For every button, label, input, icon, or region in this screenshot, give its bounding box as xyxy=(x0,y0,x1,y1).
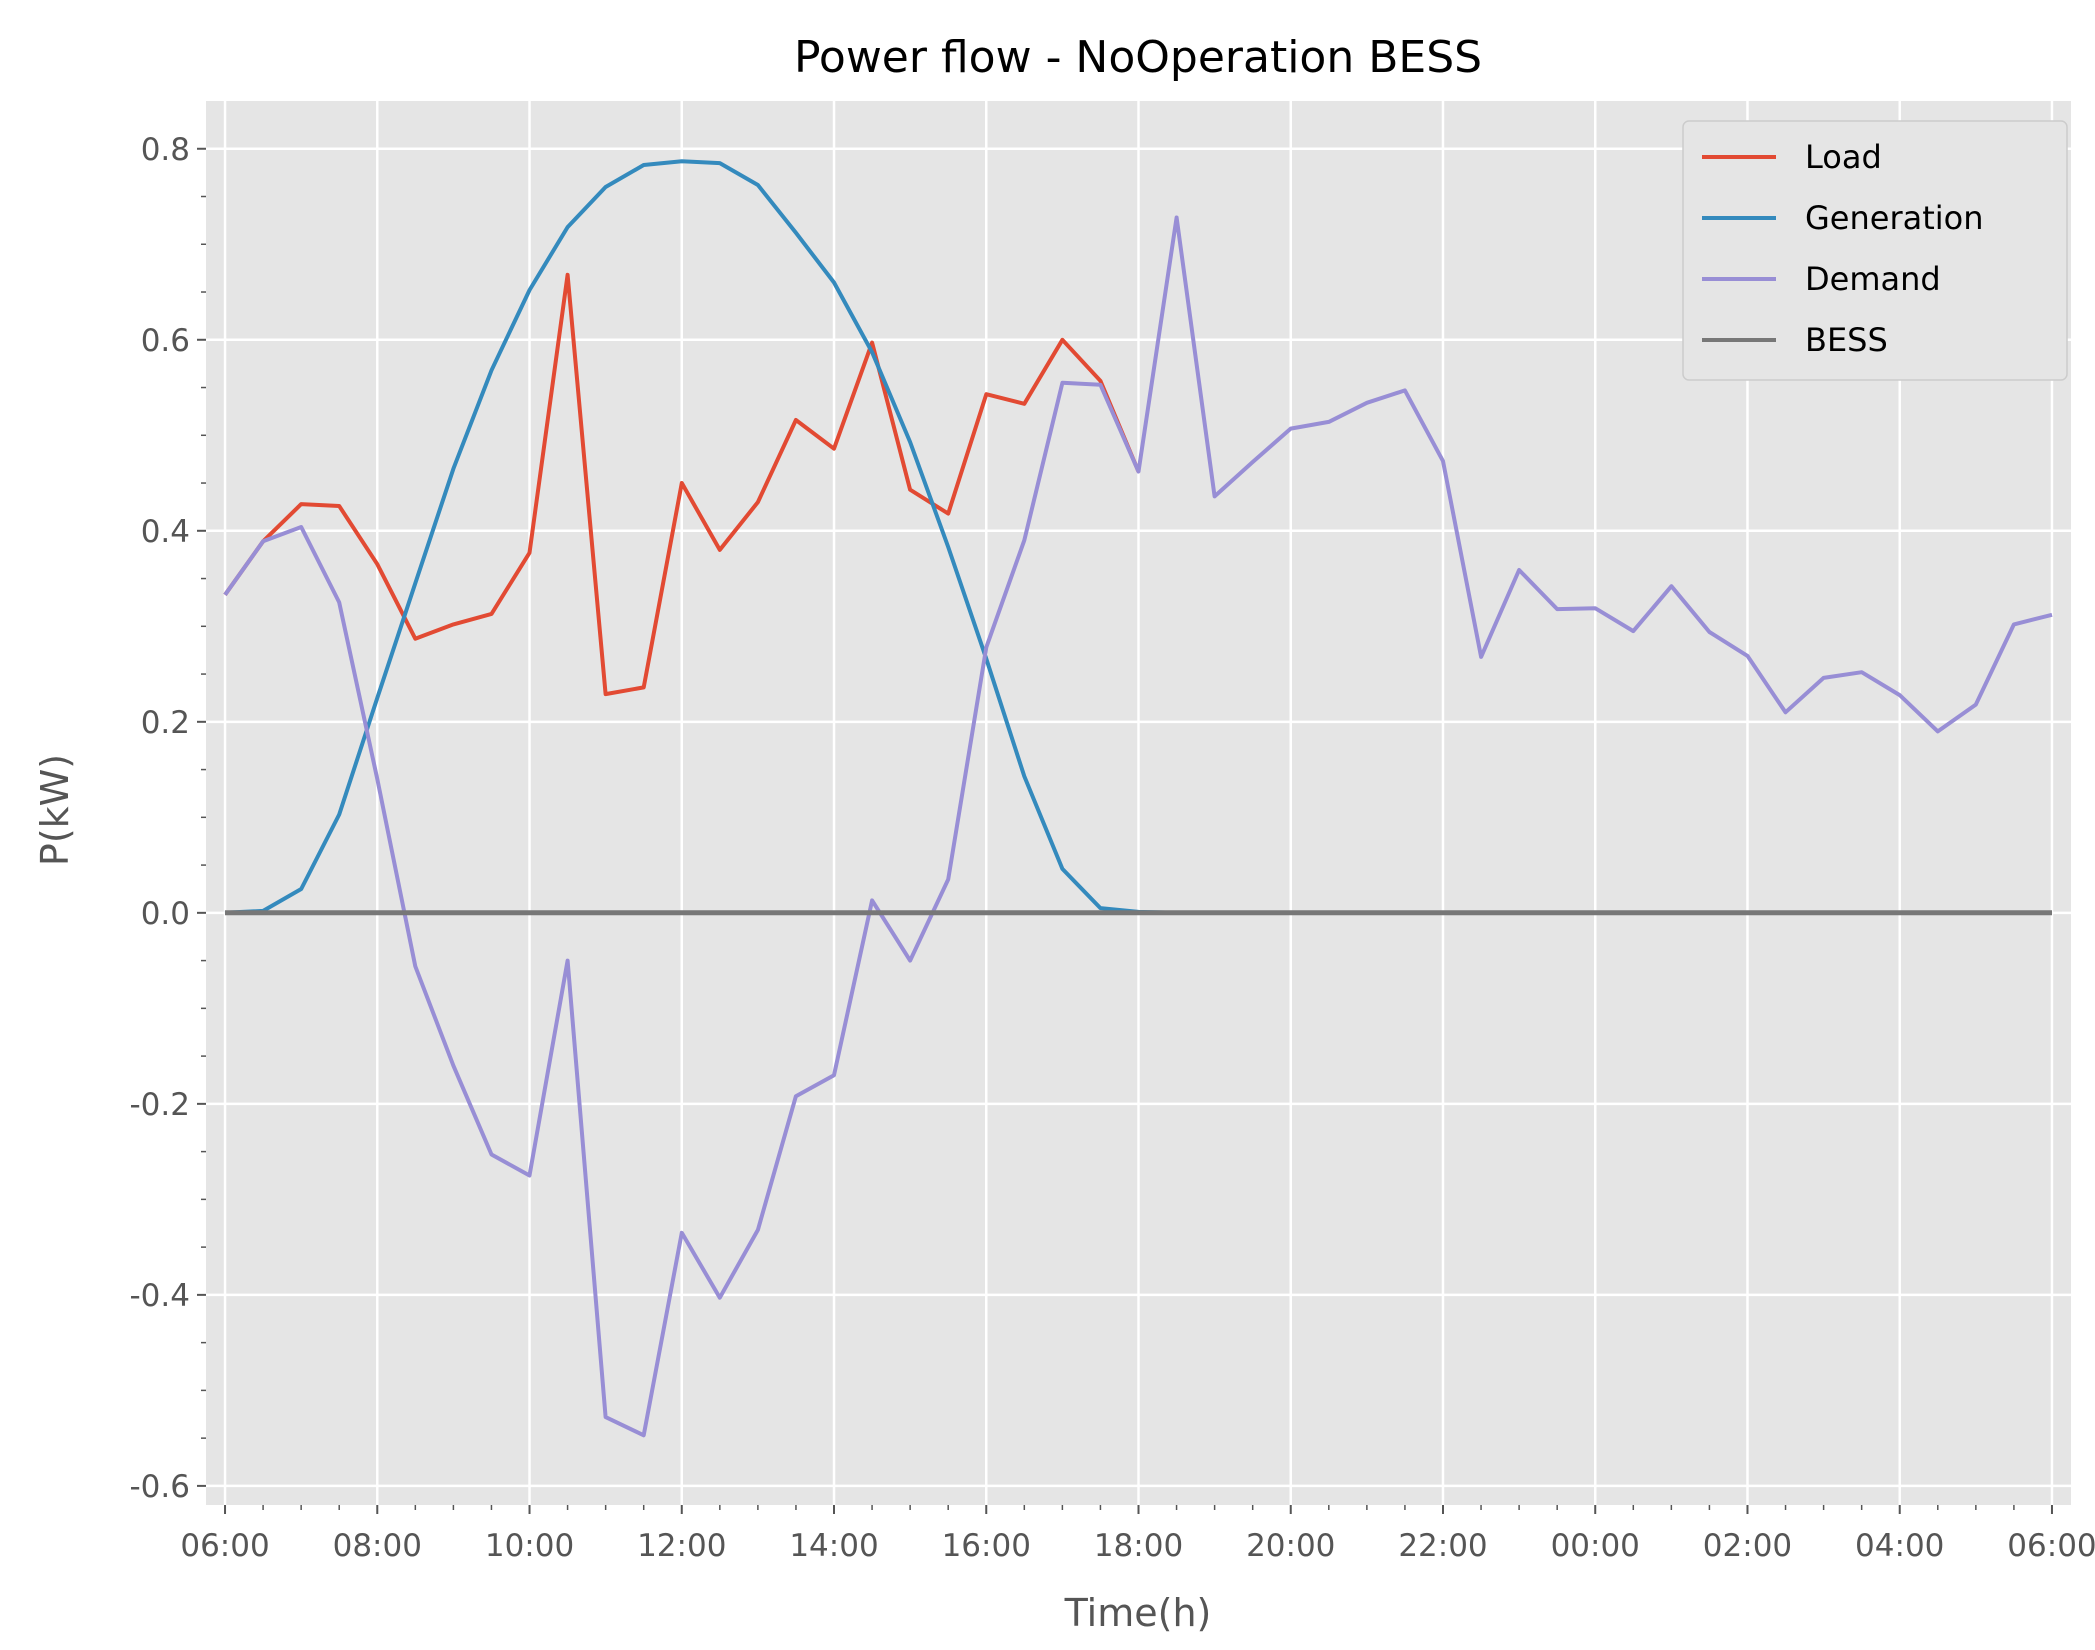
y-tick-label: 0.2 xyxy=(141,705,190,741)
y-tick-label: -0.2 xyxy=(130,1087,191,1123)
x-tick-label: 18:00 xyxy=(1094,1528,1183,1564)
legend-label-bess: BESS xyxy=(1805,321,1888,359)
y-tick-label: -0.4 xyxy=(130,1278,191,1314)
x-tick-label: 06:00 xyxy=(2007,1528,2095,1564)
legend-label-load: Load xyxy=(1805,138,1882,176)
y-tick-label: 0.8 xyxy=(141,132,190,168)
x-ticks: 06:00 08:00 10:00 12:00 14:00 16:00 18:00 20:00… xyxy=(180,1505,2095,1564)
x-tick-label: 06:00 xyxy=(180,1528,269,1564)
y-ticks: -0.6 -0.4 -0.2 0.0 0.2 0.4 0.6 0.8 xyxy=(130,132,206,1505)
legend-label-demand: Demand xyxy=(1805,260,1941,298)
legend-box xyxy=(1682,120,2068,381)
x-tick-label: 22:00 xyxy=(1398,1528,1487,1564)
y-tick-label: 0.6 xyxy=(141,323,190,359)
x-tick-label: 02:00 xyxy=(1703,1528,1792,1564)
chart-title: Power flow - NoOperation BESS xyxy=(794,32,1482,83)
x-tick-label: 10:00 xyxy=(485,1528,574,1564)
y-tick-label: 0.4 xyxy=(141,514,190,550)
x-tick-label: 08:00 xyxy=(333,1528,422,1564)
x-tick-label: 12:00 xyxy=(637,1528,726,1564)
x-axis-label: Time(h) xyxy=(1064,1591,1212,1635)
series-line-demand xyxy=(223,215,2053,1438)
y-tick-label: -0.6 xyxy=(130,1469,191,1505)
x-tick-label: 16:00 xyxy=(942,1528,1031,1564)
series xyxy=(223,159,2053,1438)
series-line-load xyxy=(223,272,1141,697)
x-tick-label: 20:00 xyxy=(1246,1528,1335,1564)
x-tick-label: 04:00 xyxy=(1855,1528,1944,1564)
x-tick-label: 14:00 xyxy=(789,1528,878,1564)
y-axis-label: P(kW) xyxy=(33,754,77,866)
legend: Load Generation Demand BESS xyxy=(1682,120,2068,381)
x-tick-label: 00:00 xyxy=(1551,1528,1640,1564)
y-tick-label: 0.0 xyxy=(141,896,190,932)
minor-ticks xyxy=(201,195,2015,1510)
legend-label-generation: Generation xyxy=(1805,199,1984,237)
